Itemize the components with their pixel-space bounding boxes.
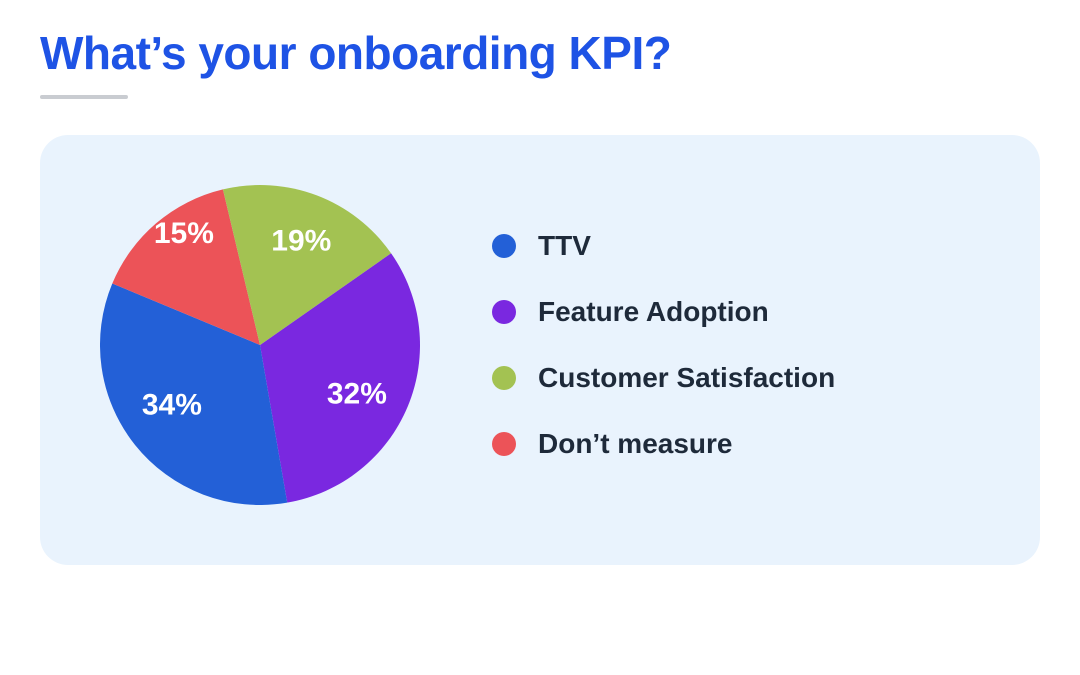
pie-slice-label: 32% <box>327 377 387 410</box>
legend-label: TTV <box>538 230 591 262</box>
legend: TTV Feature Adoption Customer Satisfaction… <box>492 230 835 460</box>
page-title: What’s your onboarding KPI? <box>40 28 1040 79</box>
legend-dot-icon <box>492 234 516 258</box>
legend-item: Customer Satisfaction <box>492 362 835 394</box>
legend-label: Customer Satisfaction <box>538 362 835 394</box>
pie-svg: 32% 34% 15% 19% <box>100 185 420 505</box>
legend-item: TTV <box>492 230 835 262</box>
pie-slice-label: 15% <box>154 217 214 250</box>
pie-slice-label: 19% <box>271 224 331 257</box>
legend-label: Feature Adoption <box>538 296 769 328</box>
legend-label: Don’t measure <box>538 428 733 460</box>
title-underline <box>40 95 128 99</box>
pie-slice-label: 34% <box>142 388 202 421</box>
pie-chart: 32% 34% 15% 19% <box>100 185 420 505</box>
legend-dot-icon <box>492 366 516 390</box>
legend-dot-icon <box>492 432 516 456</box>
legend-dot-icon <box>492 300 516 324</box>
chart-card: 32% 34% 15% 19% TTV Feature Adoption Customer… <box>40 135 1040 565</box>
page: What’s your onboarding KPI? 32% 34% 15% 19%… <box>0 0 1080 675</box>
legend-item: Feature Adoption <box>492 296 835 328</box>
legend-item: Don’t measure <box>492 428 835 460</box>
